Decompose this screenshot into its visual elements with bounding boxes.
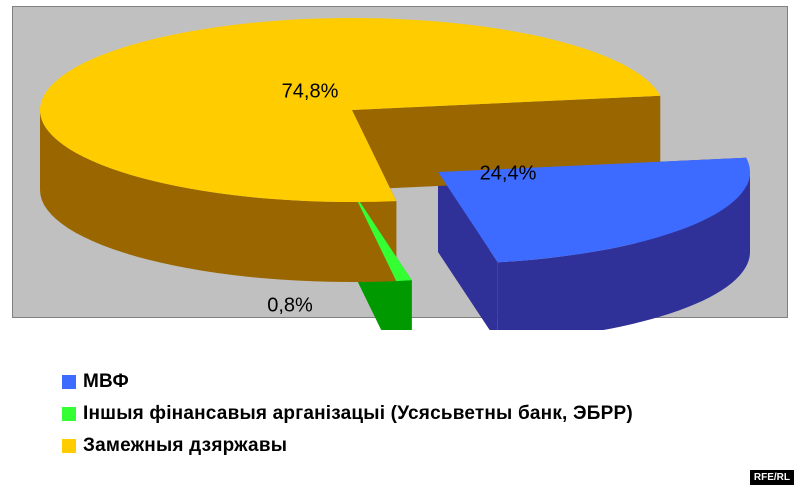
legend-item: МВФ — [62, 366, 633, 398]
legend: МВФ Іншыя фінансавыя арганізацыі (Усясьв… — [62, 366, 633, 462]
pie-slice-wall — [497, 172, 750, 330]
pie-slice-wall — [40, 110, 397, 282]
legend-label: Іншыя фінансавыя арганізацыі (Усясьветны… — [83, 403, 633, 424]
legend-item: Замежныя дзяржавы — [62, 430, 633, 462]
legend-swatch — [62, 439, 76, 453]
pie-slice-top — [438, 157, 750, 263]
legend-label: МВФ — [83, 371, 129, 392]
pie-data-label: 74,8% — [282, 80, 339, 102]
pie-chart: 24,4% 0,8% 74,8% — [40, 17, 750, 330]
pie-slice-top — [40, 17, 661, 202]
pie-slice-face — [438, 172, 498, 330]
watermark: RFE/RL — [749, 470, 794, 485]
legend-swatch — [62, 407, 76, 421]
pie-data-label: 24,4% — [480, 162, 537, 184]
legend-item: Іншыя фінансавыя арганізацыі (Усясьветны… — [62, 398, 633, 430]
legend-swatch — [62, 375, 76, 389]
pie-data-label: 0,8% — [267, 294, 313, 316]
pie-slice-top — [352, 190, 412, 282]
legend-label: Замежныя дзяржавы — [83, 435, 288, 456]
